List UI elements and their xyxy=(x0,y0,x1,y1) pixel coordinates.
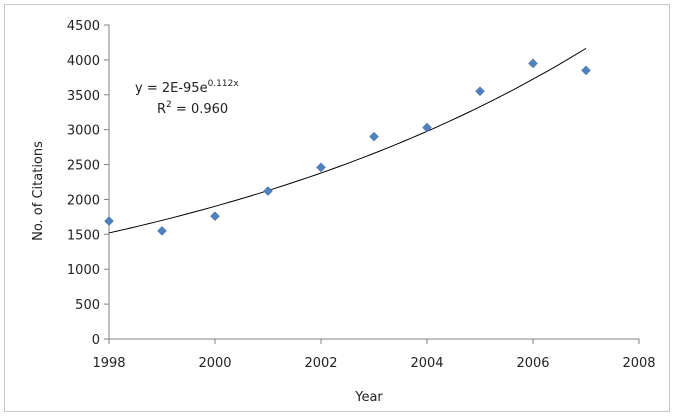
y-tick-label: 1500 xyxy=(67,228,100,243)
x-tick-label: 2008 xyxy=(622,356,655,371)
data-point xyxy=(157,225,167,236)
equation-main: y = 2E-95e xyxy=(135,81,208,96)
x-tick-label: 1998 xyxy=(92,356,125,371)
x-axis-title: Year xyxy=(354,390,383,405)
y-tick-label: 2500 xyxy=(67,159,100,174)
y-tick-label: 3500 xyxy=(67,89,100,104)
trendline xyxy=(108,47,587,234)
y-tick-label: 1000 xyxy=(67,263,100,278)
y-tick-label: 4000 xyxy=(67,54,100,69)
x-tick-label: 2006 xyxy=(516,356,549,371)
chart-frame: 0 500 1000 1500 2000 2500 3000 3500 4000 4500 199… xyxy=(4,4,670,412)
data-point xyxy=(316,162,326,173)
data-points xyxy=(104,58,591,236)
equation-exponent: 0.112x xyxy=(208,79,240,89)
r2-value: = 0.960 xyxy=(172,102,228,117)
x-tick-label: 2004 xyxy=(410,356,443,371)
data-point xyxy=(422,122,432,133)
y-axis-title: No. of Citations xyxy=(31,141,46,241)
r2-superscript: 2 xyxy=(166,100,172,110)
data-point xyxy=(210,211,220,222)
y-tick-label: 500 xyxy=(75,298,100,313)
y-tick-label: 4500 xyxy=(67,19,100,34)
data-point xyxy=(475,86,485,97)
axes xyxy=(108,25,639,340)
scatter-chart: 0 500 1000 1500 2000 2500 3000 3500 4000 4500 199… xyxy=(31,19,656,405)
y-tick-label: 2000 xyxy=(67,193,100,208)
data-point xyxy=(369,131,379,142)
data-point xyxy=(528,58,538,69)
data-point xyxy=(263,186,273,196)
y-tick-label: 3000 xyxy=(67,124,100,139)
y-axis-ticks: 0 500 1000 1500 2000 2500 3000 3500 4000 4500 xyxy=(67,19,109,348)
data-point xyxy=(581,65,591,76)
x-axis-ticks: 1998 2000 2002 2004 2006 2008 xyxy=(92,339,656,371)
r2-prefix: R xyxy=(157,102,166,117)
data-point xyxy=(104,216,114,226)
x-tick-label: 2002 xyxy=(304,356,337,371)
y-tick-label: 0 xyxy=(92,333,100,348)
r-squared: R2 = 0.960 xyxy=(157,100,228,117)
x-tick-label: 2000 xyxy=(198,356,231,371)
trendline-equation: y = 2E-95e0.112x xyxy=(135,79,239,96)
